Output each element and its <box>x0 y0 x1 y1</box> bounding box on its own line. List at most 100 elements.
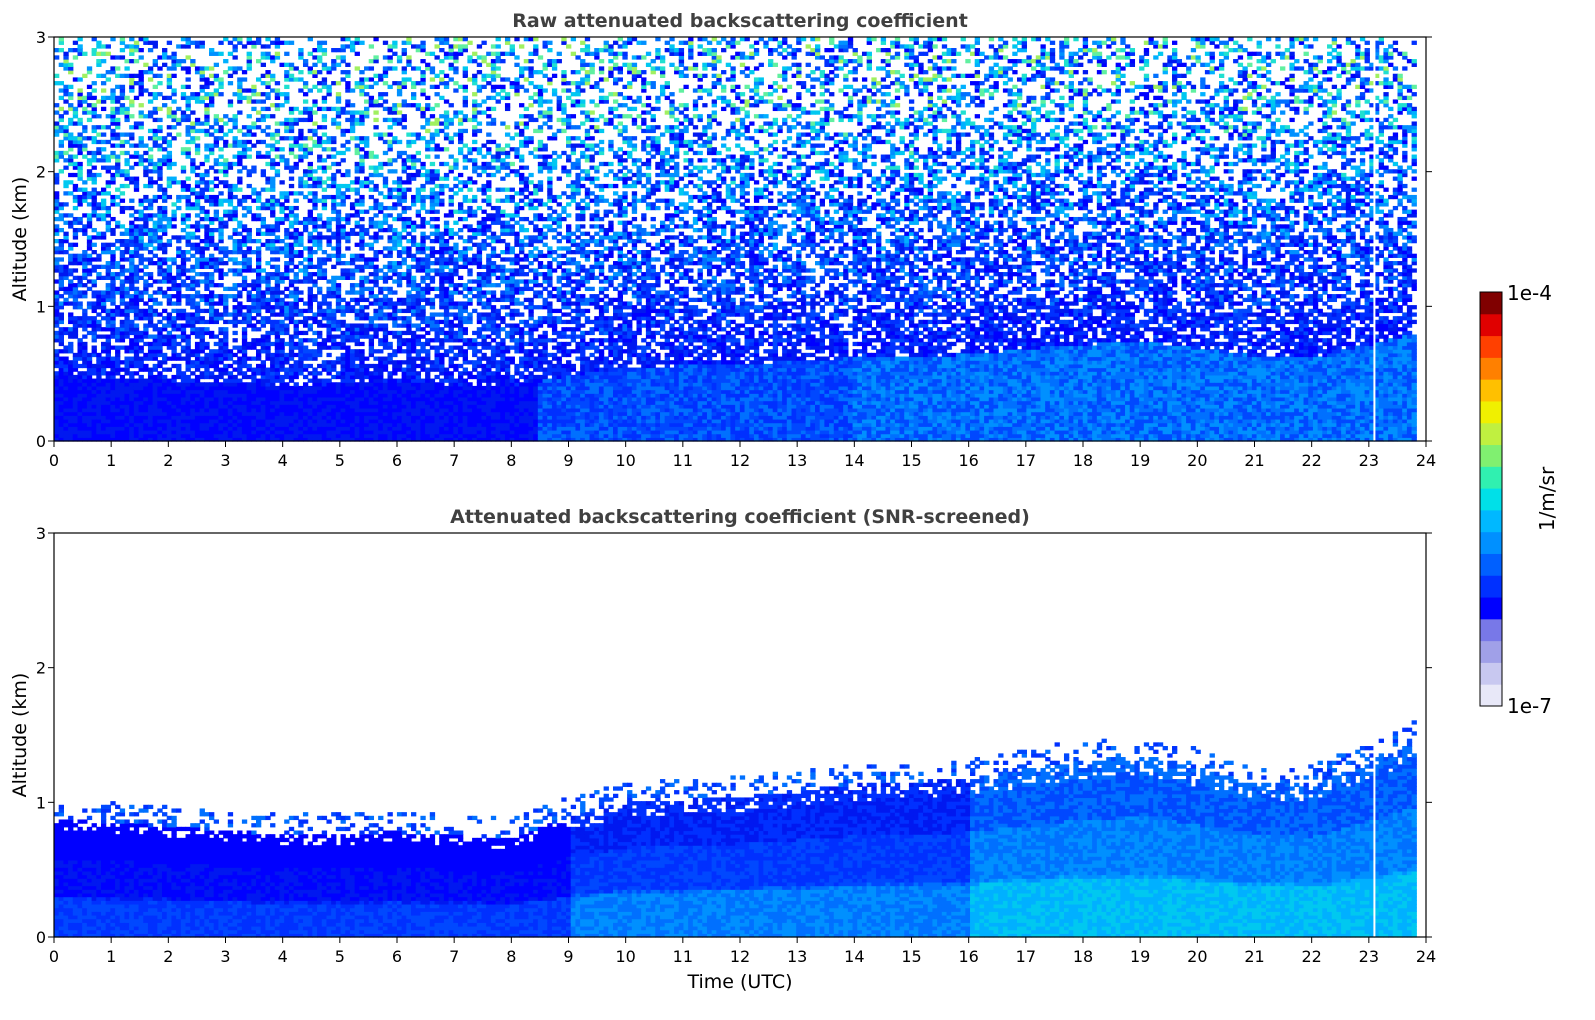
heatmap-cell <box>335 48 342 53</box>
heatmap-cell <box>199 261 205 266</box>
heatmap-cell <box>340 341 346 347</box>
heatmap-cell <box>340 44 346 49</box>
heatmap-cell <box>241 44 248 49</box>
heatmap-cell <box>265 239 271 244</box>
heatmap-cell <box>354 323 360 328</box>
heatmap-cell <box>138 227 144 233</box>
heatmap-cell <box>86 382 93 387</box>
heatmap-cell <box>166 378 173 383</box>
heatmap-cell <box>373 205 379 211</box>
heatmap-cell <box>204 264 210 269</box>
heatmap-cell <box>86 367 93 372</box>
heatmap-cell <box>190 294 196 299</box>
heatmap-cell <box>91 279 97 284</box>
heatmap-cell <box>387 356 393 361</box>
heatmap-cell <box>190 319 196 325</box>
heatmap-cell <box>119 198 126 203</box>
heatmap-cell <box>124 437 130 442</box>
heatmap-cell <box>223 382 229 387</box>
heatmap-cell <box>265 407 271 413</box>
heatmap-cell <box>331 415 337 420</box>
heatmap-cell <box>199 426 205 431</box>
heatmap-cell <box>382 272 389 277</box>
heatmap-cell <box>354 374 360 380</box>
heatmap-cell <box>284 418 290 424</box>
heatmap-cell <box>190 400 196 405</box>
heatmap-cell <box>312 422 318 427</box>
heatmap-cell <box>241 360 248 365</box>
heatmap-cell <box>396 275 403 280</box>
heatmap-cell <box>302 382 309 387</box>
heatmap-cell <box>237 158 243 163</box>
heatmap-cell <box>157 242 163 247</box>
heatmap-cell <box>288 393 295 398</box>
heatmap-cell <box>171 411 177 416</box>
heatmap-cell <box>77 99 83 104</box>
heatmap-cell <box>359 246 365 251</box>
heatmap-cell <box>147 92 154 97</box>
heatmap-cell <box>194 264 201 269</box>
heatmap-cell <box>288 415 295 420</box>
heatmap-cell <box>204 400 210 405</box>
heatmap-cell <box>396 187 403 192</box>
heatmap-cell <box>96 202 102 207</box>
heatmap-cell <box>185 139 191 145</box>
heatmap-cell <box>176 272 182 277</box>
heatmap-cell <box>382 55 389 60</box>
heatmap-cell <box>119 297 126 303</box>
heatmap-cell <box>382 378 389 383</box>
heatmap-cell <box>138 294 144 299</box>
heatmap-cell <box>54 132 60 137</box>
heatmap-cell <box>345 261 351 266</box>
heatmap-cell <box>91 165 97 170</box>
heatmap-cell <box>72 429 79 435</box>
heatmap-cell <box>204 297 210 303</box>
heatmap-cell <box>119 422 126 427</box>
heatmap-cell <box>96 415 102 420</box>
heatmap-cell <box>180 407 187 413</box>
heatmap-cell <box>364 183 370 189</box>
heatmap-cell <box>265 261 271 266</box>
heatmap-cell <box>147 305 154 310</box>
heatmap-cell <box>133 429 140 435</box>
heatmap-cell <box>54 316 60 321</box>
heatmap-cell <box>237 231 243 236</box>
heatmap-cell <box>190 422 196 427</box>
heatmap-cell <box>185 341 191 347</box>
heatmap-cell <box>190 349 196 354</box>
heatmap-cell <box>110 165 116 170</box>
heatmap-cell <box>237 396 243 402</box>
heatmap-cell <box>359 81 365 86</box>
heatmap-cell <box>86 429 93 435</box>
heatmap-cell <box>100 88 107 93</box>
heatmap-cell <box>68 363 74 369</box>
heatmap-cell <box>157 393 163 398</box>
heatmap-cell <box>138 393 144 398</box>
heatmap-cell <box>82 194 88 200</box>
heatmap-cell <box>382 297 389 303</box>
heatmap-cell <box>213 411 220 416</box>
heatmap-cell <box>180 294 187 299</box>
heatmap-cell <box>204 327 210 332</box>
heatmap-cell <box>218 367 224 372</box>
heatmap-cell <box>378 165 384 170</box>
heatmap-cell <box>218 404 224 409</box>
heatmap-cell <box>401 150 407 156</box>
heatmap-cell <box>68 191 74 196</box>
heatmap-cell <box>77 429 83 435</box>
heatmap-cell <box>396 323 403 328</box>
heatmap-cell <box>190 404 196 409</box>
heatmap-cell <box>345 99 351 104</box>
heatmap-cell <box>194 393 201 398</box>
heatmap-cell <box>373 422 379 427</box>
heatmap-cell <box>213 396 220 402</box>
heatmap-cell <box>77 433 83 438</box>
heatmap-cell <box>312 235 318 240</box>
heatmap-cell <box>166 224 173 229</box>
heatmap-cell <box>302 268 309 273</box>
heatmap-cell <box>387 301 393 306</box>
heatmap-cell <box>194 422 201 427</box>
heatmap-cell <box>204 227 210 233</box>
heatmap-cell <box>199 279 205 284</box>
heatmap-cell <box>58 312 64 317</box>
